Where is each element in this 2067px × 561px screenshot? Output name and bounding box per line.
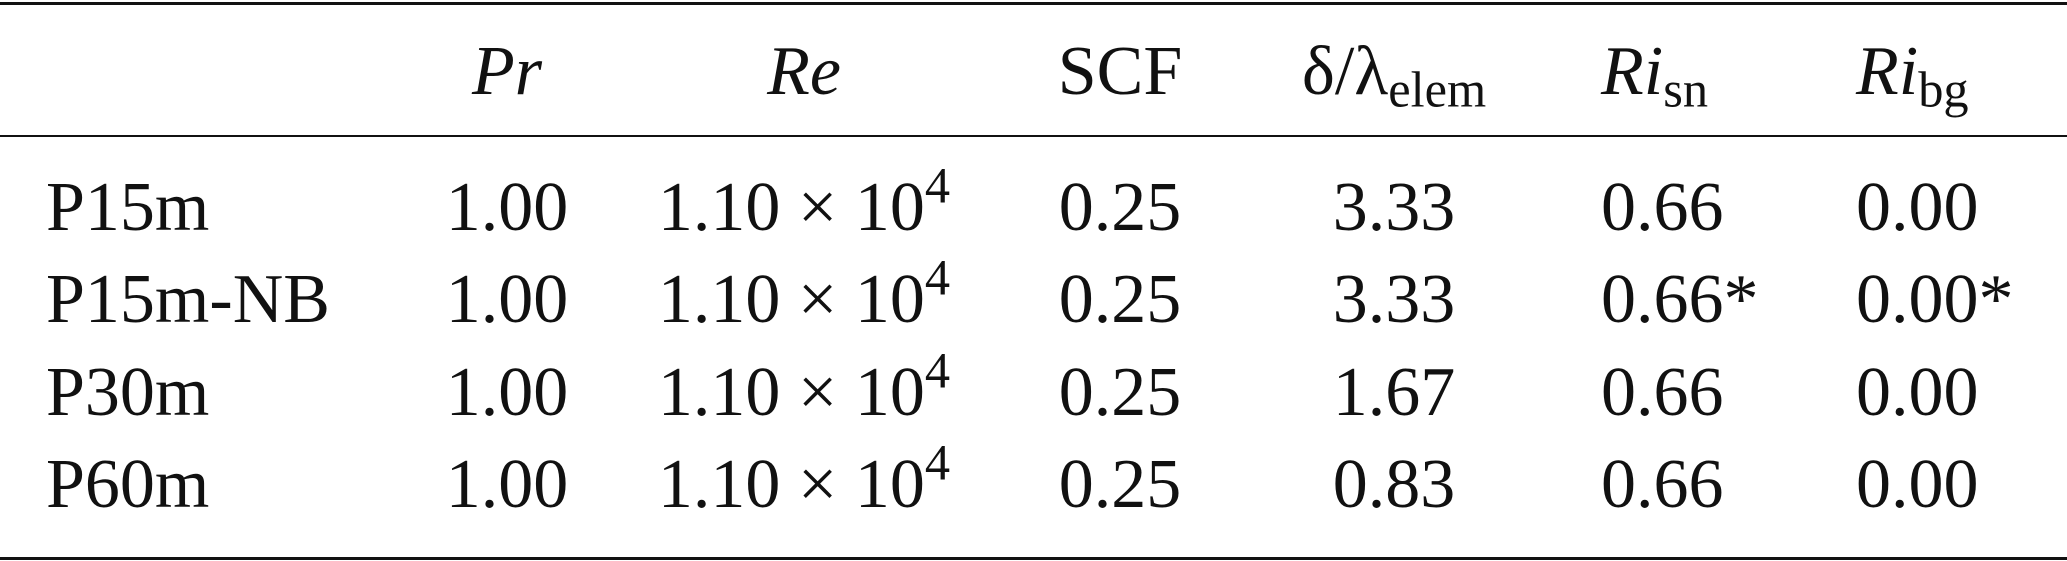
table-cell: 1.00 <box>445 169 569 246</box>
cell-base: 1.10 × 10 <box>657 261 925 338</box>
header-text: Pr <box>472 33 542 110</box>
header-cell: Re <box>767 37 841 107</box>
bottom-rule <box>0 557 2067 560</box>
cell-exponent: 4 <box>924 342 951 399</box>
header-text: SCF <box>1057 33 1183 110</box>
table-cell: 3.33 <box>1332 261 1456 338</box>
header-text: Ri <box>1601 33 1664 110</box>
table-cell: 0.00 <box>1856 169 1979 246</box>
table-cell: 0.66 <box>1601 354 1724 431</box>
table-cell: 0.66 <box>1601 446 1724 523</box>
cell-base: 1.10 × 10 <box>657 169 925 246</box>
row-label: P30m <box>46 354 210 431</box>
header-cell: δ/λelem <box>1302 37 1486 115</box>
table-cell: 0.00 <box>1856 354 1979 431</box>
header-subscript: elem <box>1388 61 1487 118</box>
table-cell: 1.10 × 104 <box>658 437 950 520</box>
top-rule <box>0 2 2067 5</box>
table-cell: 0.83 <box>1332 446 1456 523</box>
table-cell: 1.10 × 104 <box>658 252 950 335</box>
header-text: Ri <box>1856 33 1919 110</box>
cell-base: 1.10 × 10 <box>657 354 925 431</box>
table-cell: 0.00 <box>1856 446 1979 523</box>
row-label: P15m-NB <box>46 261 330 338</box>
cell-base: 1.10 × 10 <box>657 446 925 523</box>
row-label: P60m <box>46 446 210 523</box>
table-cell: 1.67 <box>1332 354 1456 431</box>
table-cell: 0.25 <box>1058 354 1182 431</box>
table-cell: 0.25 <box>1058 446 1182 523</box>
cell-exponent: 4 <box>924 434 951 491</box>
table-cell: 0.25 <box>1058 261 1182 338</box>
table-cell: 0.66 <box>1601 169 1724 246</box>
table-cell: 1.00 <box>445 261 569 338</box>
table-cell: 0.00* <box>1856 261 2014 338</box>
table-cell: 1.10 × 104 <box>658 345 950 428</box>
table-cell: 1.00 <box>445 354 569 431</box>
table-cell: 1.10 × 104 <box>658 160 950 243</box>
header-text: δ/λ <box>1301 33 1389 110</box>
cell-exponent: 4 <box>924 249 951 306</box>
table-cell: 3.33 <box>1332 169 1456 246</box>
table-cell: 0.66* <box>1601 261 1759 338</box>
table-cell: 1.00 <box>445 446 569 523</box>
cell-exponent: 4 <box>924 157 951 214</box>
header-cell: Ribg <box>1856 37 1969 115</box>
mid-rule <box>0 135 2067 137</box>
header-subscript: bg <box>1918 61 1969 118</box>
header-cell: SCF <box>1058 37 1183 107</box>
table-cell: 0.25 <box>1058 169 1182 246</box>
header-cell: Pr <box>472 37 542 107</box>
header-text: Re <box>767 33 841 110</box>
header-subscript: sn <box>1663 61 1709 118</box>
header-cell: Risn <box>1601 37 1708 115</box>
row-label: P15m <box>46 169 210 246</box>
